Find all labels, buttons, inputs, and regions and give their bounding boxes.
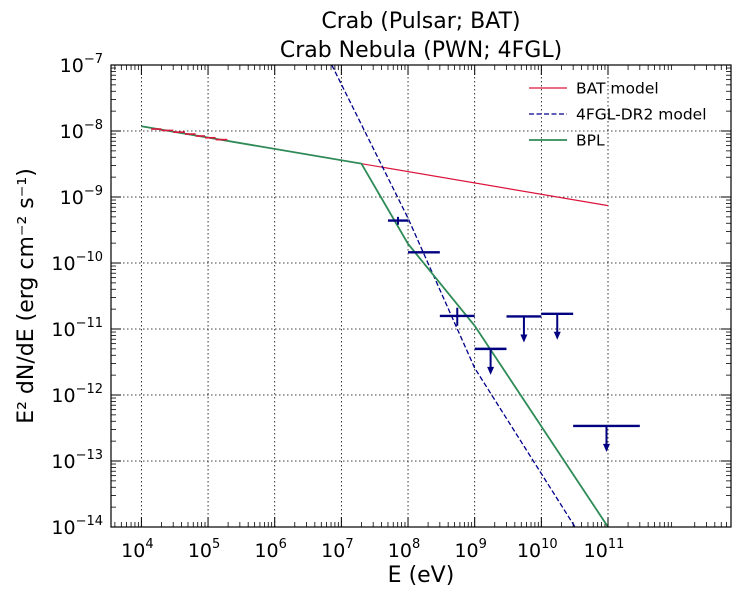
y-tick-label: 10−14 <box>51 514 103 539</box>
y-tick-label-exp: −10 <box>76 250 103 265</box>
y-tick-label: 10−9 <box>60 184 103 209</box>
y-tick-label-base: 10 <box>60 187 84 209</box>
x-tick-label: 1011 <box>584 537 625 562</box>
x-tick-label-exp: 4 <box>145 537 153 552</box>
x-tick-label: 104 <box>121 537 153 562</box>
y-tick-label-base: 10 <box>60 55 84 77</box>
y-tick-label-base: 10 <box>51 253 75 275</box>
y-tick-label-base: 10 <box>51 451 75 473</box>
x-tick-label: 107 <box>321 537 353 562</box>
legend-label: BAT model <box>576 80 659 98</box>
x-tick-label-base: 10 <box>188 540 212 562</box>
chart-title-line-1: Crab (Pulsar; BAT) <box>321 9 520 34</box>
x-tick-labels: 104 105 106 107 108 109 1010 1011 <box>121 537 624 562</box>
y-tick-label: 10−13 <box>51 448 103 473</box>
y-tick-label-base: 10 <box>51 319 75 341</box>
legend-entry-2: BPL <box>529 132 605 150</box>
x-tick-label-base: 10 <box>388 540 412 562</box>
grid-lines <box>111 64 731 528</box>
legend-label: 4FGL-DR2 model <box>576 106 707 124</box>
fermi-upper-limit <box>506 315 542 343</box>
chart-title-line-2: Crab Nebula (PWN; 4FGL) <box>280 38 562 63</box>
series-line-2 <box>141 125 609 528</box>
y-tick-label: 10−8 <box>60 118 103 143</box>
x-tick-label-exp: 8 <box>412 537 420 552</box>
x-tick-label-exp: 7 <box>345 537 353 552</box>
y-tick-label-exp: −12 <box>76 382 103 397</box>
fermi-data-point <box>439 307 475 326</box>
y-tick-label-base: 10 <box>60 121 84 143</box>
x-tick-label-exp: 9 <box>479 537 487 552</box>
x-tick-label-exp: 10 <box>541 537 558 552</box>
y-tick-label-exp: −9 <box>84 184 103 199</box>
x-tick-label-base: 10 <box>321 540 345 562</box>
x-tick-label-exp: 11 <box>608 537 625 552</box>
x-axis-label: E (eV) <box>388 563 455 588</box>
y-tick-label: 10−10 <box>51 250 103 275</box>
bat-data-points <box>151 128 228 141</box>
y-tick-label-exp: −11 <box>76 316 103 331</box>
x-tick-label: 105 <box>188 537 220 562</box>
x-tick-label-exp: 5 <box>212 537 220 552</box>
legend-entry-1: 4FGL-DR2 model <box>529 106 707 124</box>
y-tick-label-exp: −8 <box>84 118 103 133</box>
fermi-upper-limit <box>573 424 640 452</box>
y-tick-label: 10−7 <box>60 52 103 77</box>
x-tick-label-base: 10 <box>121 540 145 562</box>
fermi-upper-limit <box>474 347 507 375</box>
x-tick-label-base: 10 <box>517 540 541 562</box>
y-tick-label-exp: −13 <box>76 448 103 463</box>
fermi-data-point <box>387 216 409 225</box>
legend-entry-0: BAT model <box>529 80 659 98</box>
major-ticks <box>111 64 731 528</box>
x-tick-label: 1010 <box>517 537 558 562</box>
y-tick-label-base: 10 <box>51 517 75 539</box>
y-tick-label-base: 10 <box>51 385 75 407</box>
y-tick-label-exp: −7 <box>84 52 103 67</box>
x-tick-label-exp: 6 <box>279 537 287 552</box>
series-lines <box>141 64 609 528</box>
minor-ticks <box>111 65 731 527</box>
x-tick-label: 108 <box>388 537 420 562</box>
x-tick-label-base: 10 <box>454 540 478 562</box>
x-tick-label-base: 10 <box>254 540 278 562</box>
plot-frame <box>110 64 732 528</box>
y-tick-label: 10−12 <box>51 382 103 407</box>
x-tick-label-base: 10 <box>584 540 608 562</box>
legend-label: BPL <box>576 132 605 150</box>
x-tick-label: 109 <box>454 537 486 562</box>
x-tick-label: 106 <box>254 537 286 562</box>
y-tick-label: 10−11 <box>51 316 103 341</box>
fermi-data-points <box>387 216 640 452</box>
y-tick-label-exp: −14 <box>76 514 103 529</box>
series-line-1 <box>331 64 576 528</box>
legend: BAT model 4FGL-DR2 model BPL <box>529 80 707 150</box>
fermi-upper-limit <box>541 312 574 340</box>
y-axis-label: E² dN/dE (erg cm⁻² s⁻¹) <box>14 168 39 424</box>
